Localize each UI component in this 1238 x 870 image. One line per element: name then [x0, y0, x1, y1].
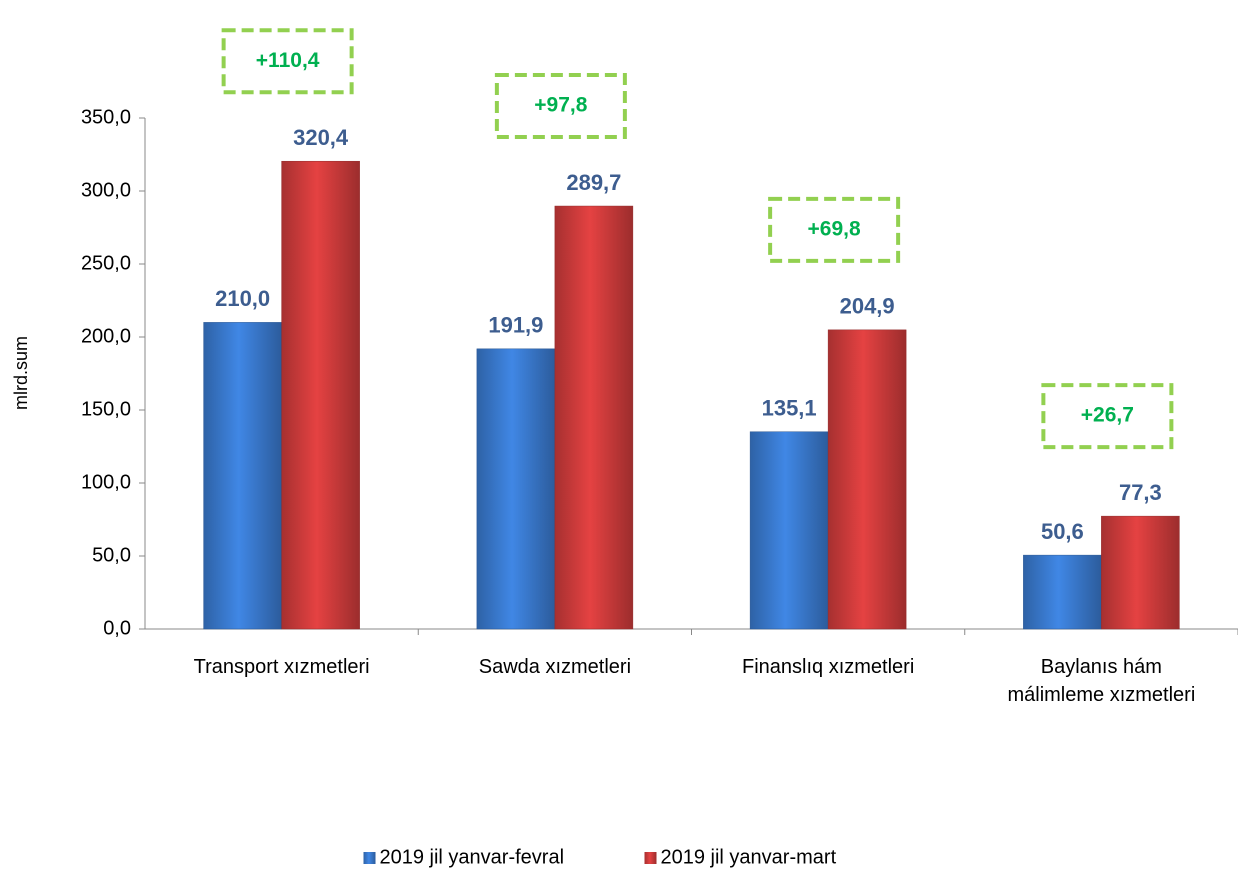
y-tick-label: 0,0 — [103, 617, 131, 639]
legend-label: 2019 jil yanvar-fevral — [380, 846, 565, 868]
bar — [1023, 554, 1102, 630]
annotation: +69,8 — [808, 217, 861, 240]
bar — [476, 348, 556, 630]
bar — [554, 205, 634, 630]
y-tick-label: 100,0 — [81, 471, 131, 493]
legend-swatch — [644, 852, 657, 864]
value-label: 50,6 — [1041, 519, 1084, 544]
y-tick-label: 200,0 — [81, 325, 131, 347]
annotation-box — [494, 73, 627, 140]
value-label: 204,9 — [840, 294, 895, 319]
x-tick-label: Transport xızmetleri — [193, 656, 370, 678]
y-tick-label: 50,0 — [92, 544, 131, 566]
value-label: 320,4 — [293, 125, 349, 150]
value-label: 210,0 — [215, 286, 270, 311]
value-label: 135,1 — [762, 396, 817, 421]
bar — [281, 160, 360, 630]
y-axis-label: mlrd.sum — [11, 336, 31, 410]
annotation: +97,8 — [534, 94, 587, 117]
y-tick-label: 150,0 — [81, 398, 131, 420]
legend-label: 2019 jil yanvar-mart — [661, 846, 837, 868]
x-tick-label: Sawda xızmetleri — [478, 656, 632, 678]
y-tick-label: 350,0 — [81, 106, 131, 128]
x-tick-label: Baylanıs hám málimleme xızmetleri — [1007, 656, 1196, 706]
bar — [1101, 515, 1180, 630]
value-label: 191,9 — [488, 313, 543, 338]
value-label: 289,7 — [566, 170, 621, 195]
annotation-box — [1041, 383, 1174, 450]
bar — [827, 329, 907, 630]
y-tick-label: 300,0 — [81, 179, 131, 201]
annotation: +110,4 — [256, 49, 320, 72]
x-tick-label: Finanslıq xızmetleri — [741, 656, 915, 678]
annotation-box — [221, 28, 354, 95]
value-label: 77,3 — [1119, 480, 1162, 505]
legend-swatch — [363, 852, 376, 864]
annotation-box — [768, 196, 901, 263]
y-tick-label: 250,0 — [81, 252, 131, 274]
annotation: +26,7 — [1081, 404, 1134, 427]
bar — [749, 431, 829, 630]
bar — [203, 322, 282, 630]
